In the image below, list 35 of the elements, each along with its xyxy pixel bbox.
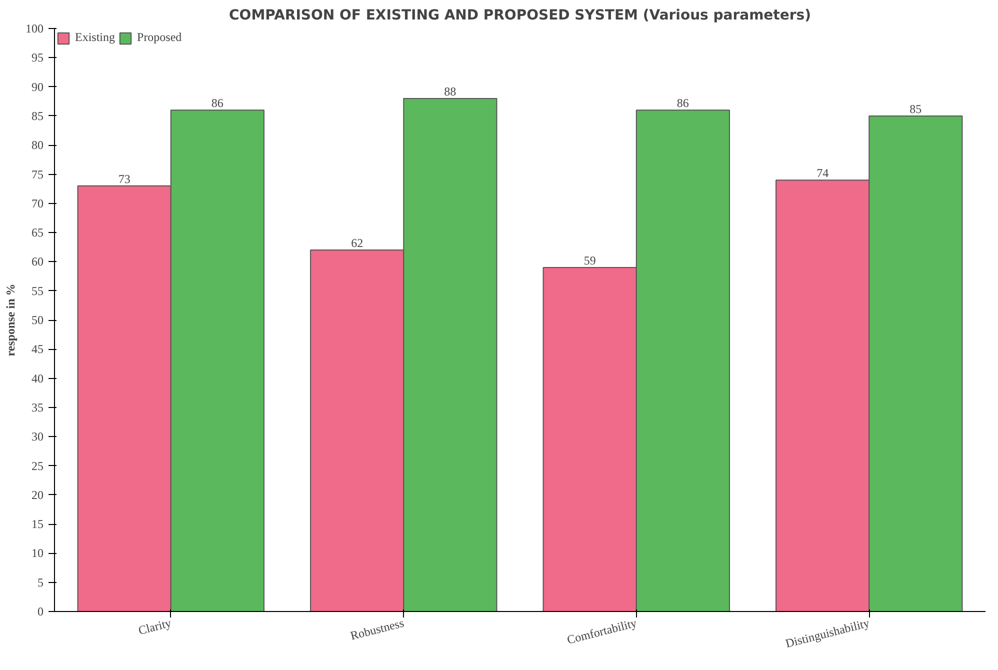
legend-label: Proposed (137, 30, 182, 45)
x-tick-label: Clarity (136, 616, 173, 638)
y-tick-label: 15 (32, 517, 44, 532)
y-tick-label: 95 (32, 50, 44, 65)
y-axis-title: response in % (4, 284, 18, 356)
y-tick-label: 25 (32, 458, 44, 473)
y-tick-label: 10 (32, 546, 44, 560)
data-label: 62 (351, 236, 364, 250)
data-label: 59 (584, 254, 596, 268)
data-label: 88 (444, 84, 456, 98)
y-tick-label: 85 (32, 108, 44, 123)
data-label: 85 (910, 102, 922, 116)
y-tick-label: 80 (32, 138, 44, 152)
data-label: 74 (816, 166, 829, 180)
x-tick-label: Robustness (348, 616, 406, 643)
y-tick-label: 45 (32, 342, 44, 356)
y-tick-label: 5 (38, 575, 44, 590)
data-label: 73 (118, 172, 130, 186)
y-tick-label: 0 (38, 604, 44, 618)
y-tick-label: 100 (26, 22, 44, 36)
y-tick-label: 65 (32, 226, 44, 240)
y-tick-label: 55 (32, 284, 44, 298)
chart-title: COMPARISON OF EXISTING AND PROPOSED SYSTEM (Various parameters) (229, 8, 811, 24)
y-tick-label: 75 (32, 167, 44, 182)
data-label: 86 (676, 96, 689, 110)
data-label: 86 (211, 96, 224, 110)
y-tick-label: 70 (32, 196, 44, 210)
legend-label: Existing (75, 30, 116, 45)
y-tick-label: 40 (32, 371, 44, 386)
y-tick-label: 60 (32, 254, 44, 269)
y-tick-label: 50 (32, 313, 44, 327)
y-tick-label: 35 (32, 400, 44, 414)
y-tick-label: 20 (32, 488, 44, 502)
y-tick-label: 90 (32, 80, 44, 94)
y-tick-label: 30 (32, 430, 44, 444)
